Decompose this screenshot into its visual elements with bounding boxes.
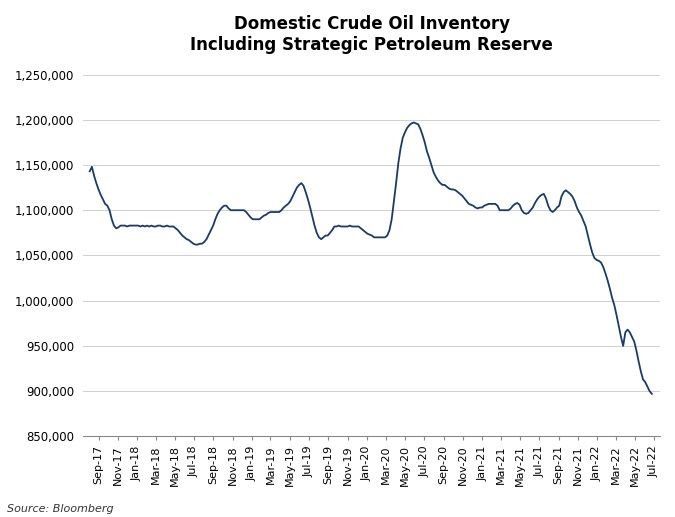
Text: Source: Bloomberg: Source: Bloomberg: [7, 505, 113, 514]
Title: Domestic Crude Oil Inventory
Including Strategic Petroleum Reserve: Domestic Crude Oil Inventory Including S…: [190, 15, 553, 54]
